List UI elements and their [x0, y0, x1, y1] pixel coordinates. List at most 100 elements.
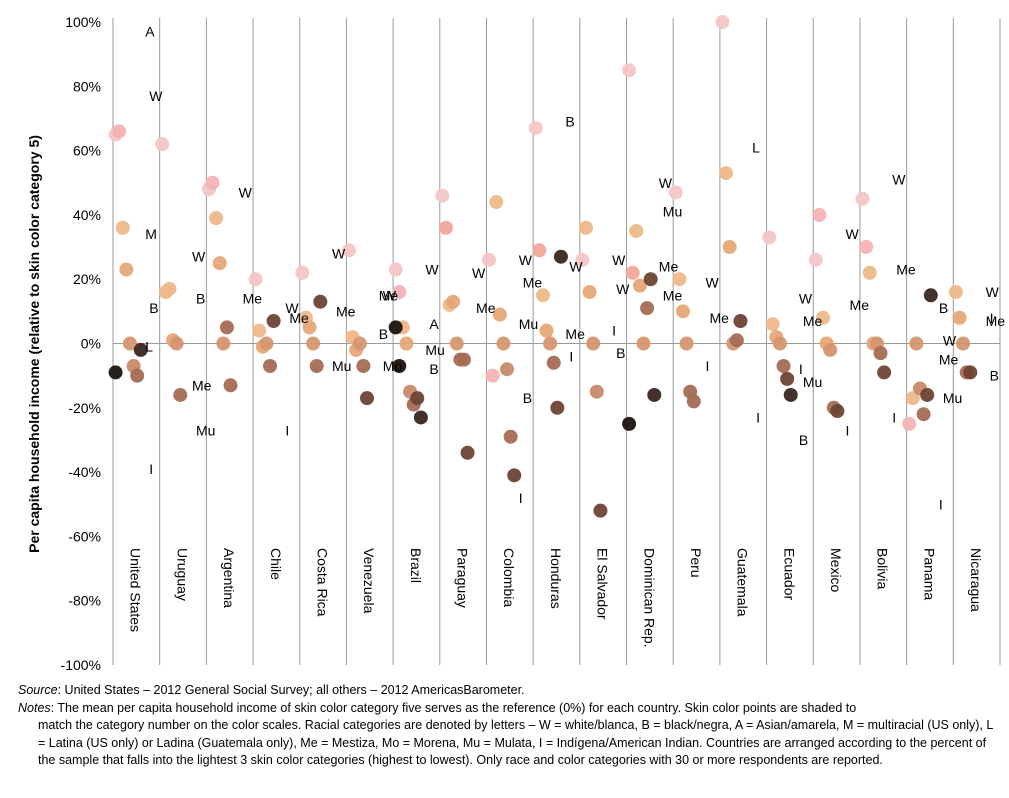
data-point	[593, 503, 608, 518]
data-point	[719, 166, 734, 181]
data-point	[341, 243, 356, 258]
category-letter: Mu	[425, 342, 444, 358]
category-letter: I	[939, 496, 943, 512]
category-letter: Mu	[803, 374, 822, 390]
category-letter: L	[145, 339, 153, 355]
notes-text-first: : The mean per capita household income o…	[50, 700, 857, 715]
category-letter: Me	[659, 258, 679, 274]
data-point	[625, 265, 640, 280]
category-letter: W	[239, 184, 253, 200]
data-point	[733, 313, 748, 328]
country-labels: United States Uruguay Argentina Chile Costa …	[128, 548, 984, 648]
country-label: Guatemala	[735, 548, 751, 617]
category-letter: I	[519, 490, 523, 506]
data-point	[855, 191, 870, 206]
data-point	[575, 252, 590, 267]
category-letter: W	[846, 226, 860, 242]
data-point	[923, 288, 938, 303]
category-letter: W	[332, 245, 346, 261]
category-letter: Mu	[943, 390, 962, 406]
data-point	[209, 211, 224, 226]
category-letter: W	[569, 258, 583, 274]
data-point	[675, 304, 690, 319]
category-letter: Mu	[663, 204, 682, 220]
data-point	[539, 323, 554, 338]
category-letter: M	[145, 226, 157, 242]
country-label: Nicaragua	[968, 548, 984, 612]
data-point	[252, 323, 267, 338]
data-point	[729, 333, 744, 348]
data-point	[388, 320, 403, 335]
country-label: Peru	[688, 548, 704, 578]
y-tick-label: 100%	[65, 14, 101, 30]
data-point	[715, 15, 730, 29]
category-letter: Me	[192, 377, 212, 393]
category-letter: Me	[986, 313, 1006, 329]
data-point	[492, 307, 507, 322]
category-letter: Mo	[383, 358, 403, 374]
category-letter: A	[429, 316, 439, 332]
data-point	[485, 368, 500, 383]
data-point	[263, 359, 278, 374]
category-letter: W	[612, 252, 626, 268]
data-point	[392, 285, 407, 300]
category-letter: Mu	[332, 358, 351, 374]
data-point	[830, 404, 845, 419]
source-line: Source: United States – 2012 General Soc…	[18, 682, 993, 700]
data-point	[920, 387, 935, 402]
data-point	[507, 468, 522, 483]
data-point	[302, 320, 317, 335]
data-point	[259, 336, 274, 351]
country-label: Paraguay	[455, 548, 471, 608]
country-label: Colombia	[501, 548, 517, 607]
data-point	[636, 336, 651, 351]
category-letter: I	[612, 323, 616, 339]
category-letter: Me	[896, 262, 916, 278]
data-point	[905, 391, 920, 406]
data-point	[356, 359, 371, 374]
category-letter: Me	[663, 287, 683, 303]
category-letter: W	[799, 290, 813, 306]
data-point	[173, 387, 188, 402]
country-label: Mexico	[828, 548, 844, 593]
category-letter: B	[379, 326, 388, 342]
data-point	[722, 240, 737, 255]
data-point	[877, 365, 892, 380]
notes-text-rest: match the category number on the color s…	[38, 718, 993, 767]
category-letter: I	[705, 358, 709, 374]
category-letter: A	[145, 24, 155, 40]
data-point	[352, 336, 367, 351]
category-letter: Me	[289, 310, 309, 326]
data-point	[155, 137, 170, 152]
data-point	[392, 359, 407, 374]
data-point	[309, 359, 324, 374]
data-point	[205, 175, 220, 190]
data-point	[119, 262, 134, 277]
data-points	[108, 15, 978, 518]
y-tick-label: 60%	[73, 143, 101, 159]
category-letter: B	[799, 432, 808, 448]
country-label: Chile	[268, 548, 284, 580]
data-point	[438, 220, 453, 235]
category-letter: Me	[709, 310, 729, 326]
category-letter: I	[846, 422, 850, 438]
data-point	[410, 391, 425, 406]
data-point	[413, 410, 428, 425]
y-tick-label: -20%	[68, 400, 101, 416]
category-letter: L	[752, 139, 760, 155]
category-labels: AWMBLIWBMeMuWMeWMeIWMeMuMeWBMoWAMuBWMeWM…	[145, 24, 1005, 513]
category-letter: I	[569, 348, 573, 364]
y-tick-label: 40%	[73, 207, 101, 223]
data-point	[909, 336, 924, 351]
data-point	[550, 400, 565, 415]
country-label: United States	[128, 548, 144, 632]
notes-label: Notes	[18, 700, 51, 715]
category-letter: W	[285, 300, 299, 316]
data-point	[266, 313, 281, 328]
category-letter: I	[892, 409, 896, 425]
data-point	[586, 336, 601, 351]
country-label: Bolivia	[875, 548, 891, 589]
data-point	[503, 429, 518, 444]
category-letter: W	[892, 172, 906, 188]
category-letter: W	[425, 262, 439, 278]
